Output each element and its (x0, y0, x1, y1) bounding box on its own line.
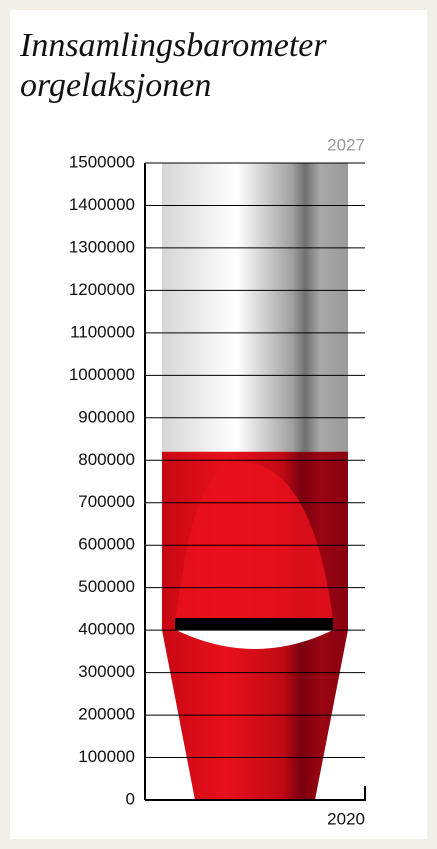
bottom-label: 2020 (327, 809, 365, 828)
pipe-lip (175, 461, 333, 620)
y-tick-label: 400000 (78, 620, 135, 639)
y-tick-label: 1400000 (69, 195, 135, 214)
mouth-lens (176, 630, 333, 649)
chart-title: Innsamlingsbarometer orgelaksjonen (20, 27, 327, 104)
top-label: 2027 (327, 135, 365, 154)
y-tick-label: 300000 (78, 662, 135, 681)
y-tick-label: 700000 (78, 492, 135, 511)
mouth-bar (175, 618, 333, 630)
y-tick-label: 1000000 (69, 365, 135, 384)
y-tick-label: 1300000 (69, 237, 135, 256)
y-tick-label: 500000 (78, 577, 135, 596)
y-tick-label: 1100000 (70, 322, 135, 341)
y-tick-label: 1500000 (69, 152, 135, 171)
y-tick-label: 1200000 (69, 280, 135, 299)
y-tick-label: 200000 (78, 705, 135, 724)
y-tick-label: 800000 (78, 450, 135, 469)
y-tick-label: 600000 (78, 535, 135, 554)
y-tick-label: 0 (126, 789, 135, 808)
y-tick-label: 100000 (78, 747, 135, 766)
y-tick-label: 900000 (78, 407, 135, 426)
